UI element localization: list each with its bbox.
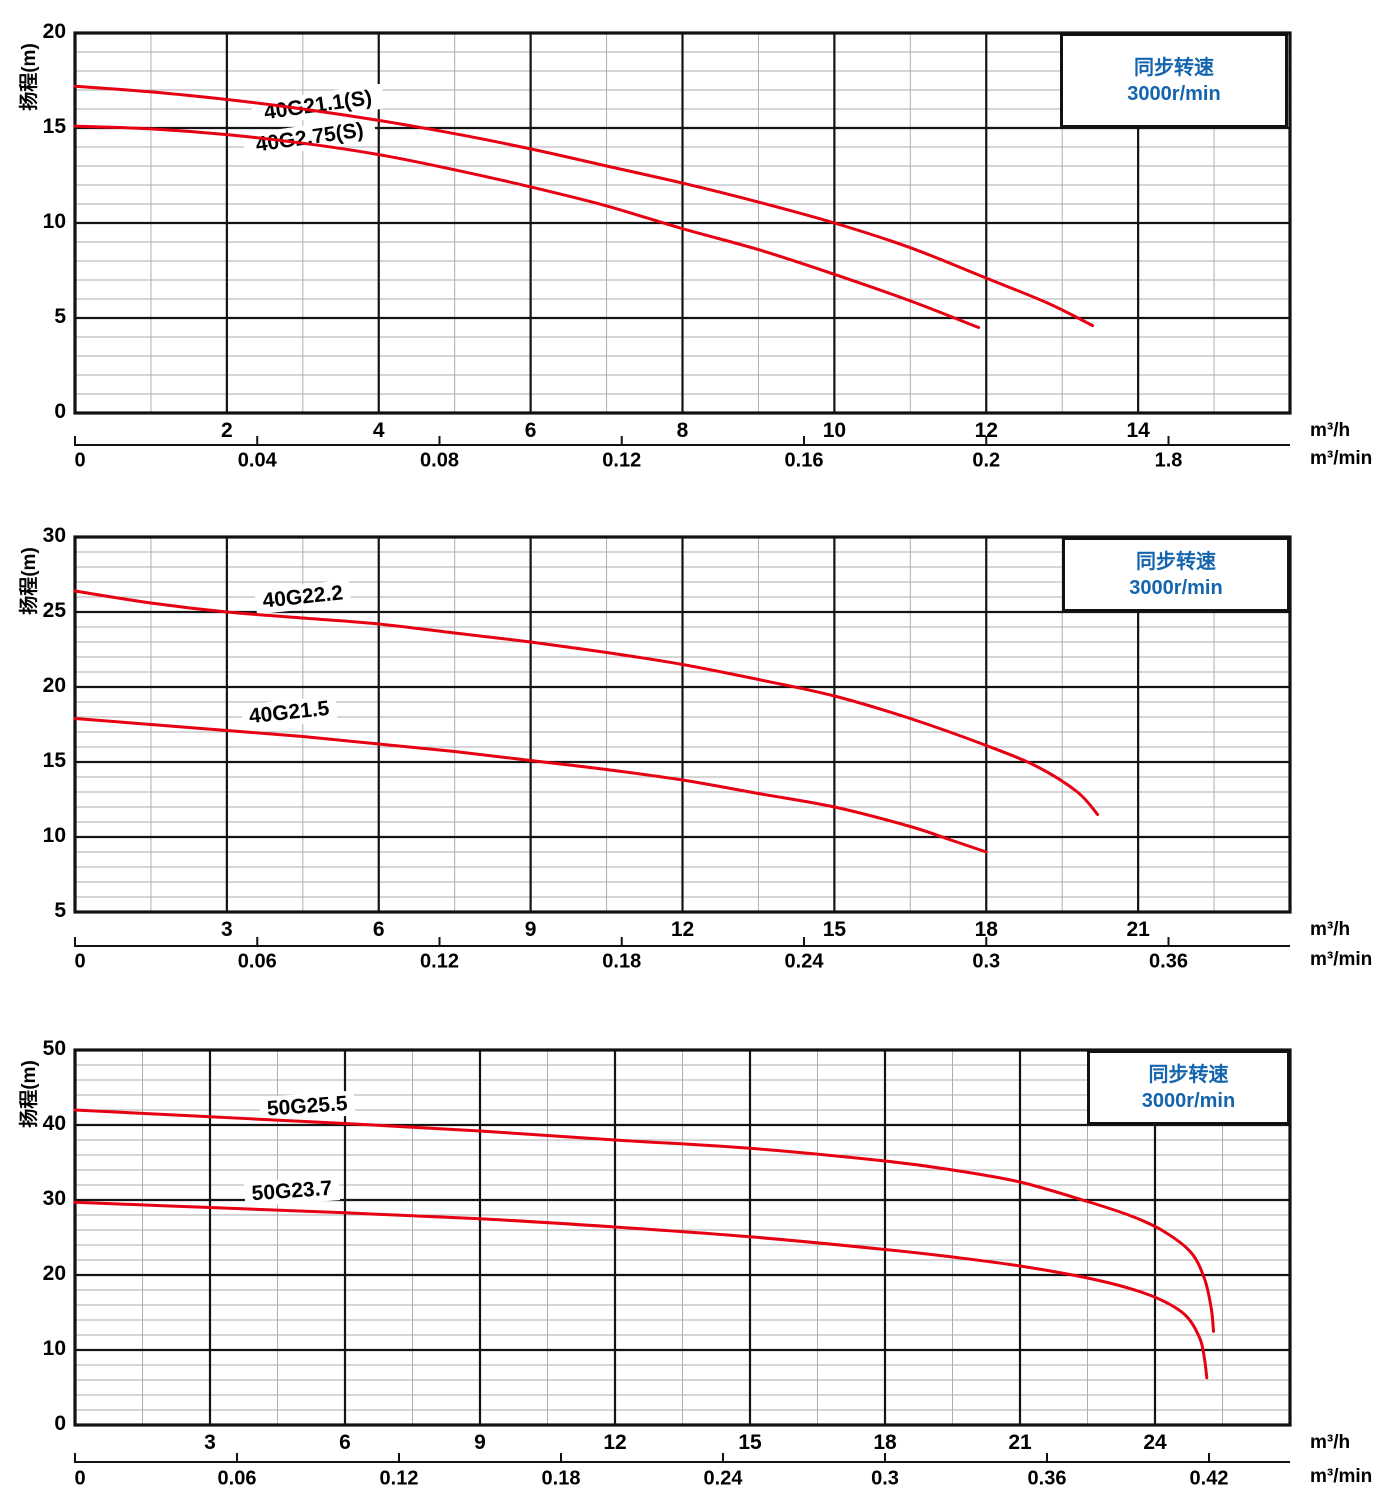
plot-border <box>73 31 1292 415</box>
pump-curve-50G23.7 <box>73 1200 1209 1380</box>
pump-curve-40G22.2 <box>73 589 1100 816</box>
legend-speed-value: 3000r/min <box>1127 82 1221 105</box>
curve-label-group: 40G22.2 <box>254 579 352 615</box>
legend-box: 同步转速 3000r/min <box>1087 1050 1290 1125</box>
legend-box: 同步转速 3000r/min <box>1060 33 1288 128</box>
curve-label-background <box>240 695 338 730</box>
plot-border <box>73 1048 1292 1427</box>
pump-curve-50G25.5 <box>73 1108 1215 1333</box>
curve-label-background <box>254 579 352 615</box>
pump-curve-40G21.5 <box>73 717 988 854</box>
curve-label-background <box>242 115 377 160</box>
curve-label: 50G25.5 <box>266 1092 348 1121</box>
legend-speed-title: 同步转速 <box>1134 56 1214 79</box>
legend-speed-value: 3000r/min <box>1141 1089 1236 1112</box>
curve-label-background <box>243 1175 341 1207</box>
curve-label-group: 40G21.5 <box>240 695 338 730</box>
curve-label: 50G23.7 <box>251 1177 333 1206</box>
pump-chart-2: 40G22.2 40G21.5 <box>73 535 1292 947</box>
curve-label-background <box>259 1090 356 1123</box>
curve-label-group: 50G23.7 <box>243 1175 341 1207</box>
curve-label-background <box>250 83 386 127</box>
legend-speed-title: 同步转速 <box>1148 1063 1229 1086</box>
pump-curve-40G2.75(S) <box>73 124 981 329</box>
curve-label-group: 50G25.5 <box>259 1090 356 1123</box>
pump-curve-40G21.1(S) <box>73 84 1095 328</box>
legend-speed-title: 同步转速 <box>1136 550 1216 573</box>
legend-box: 同步转速 3000r/min <box>1062 537 1290 612</box>
plot-border <box>73 535 1292 914</box>
legend-speed-value: 3000r/min <box>1129 576 1223 599</box>
curve-label: 40G22.2 <box>262 581 345 612</box>
